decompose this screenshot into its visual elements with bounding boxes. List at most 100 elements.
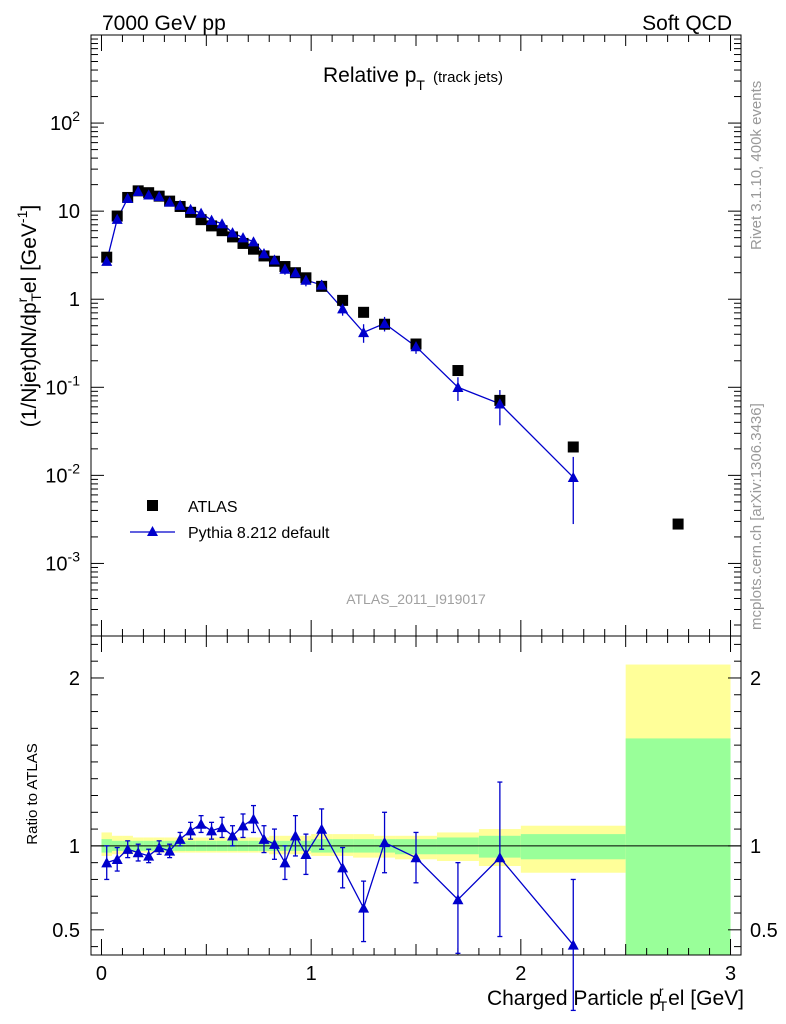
x-axis-label-sup: r [659, 983, 664, 999]
ratio-data-point [358, 902, 370, 913]
pythia-line [106, 190, 574, 478]
analysis-watermark: ATLAS_2011_I919017 [346, 591, 486, 607]
ratio-y-tick-label-left: 2 [69, 668, 80, 690]
pythia-data-point [279, 263, 291, 274]
legend-atlas-marker [147, 500, 158, 511]
pythia-data-point [164, 196, 176, 207]
main-y-tick-label: 10-3 [45, 548, 80, 575]
ratio-data-point [248, 813, 259, 824]
ratio-data-point [164, 845, 176, 856]
atlas-data-point [567, 441, 579, 453]
pythia-data-point [379, 318, 391, 329]
x-tick-label: 0 [96, 963, 107, 985]
pythia-data-point [122, 192, 134, 203]
ratio-data-point [567, 939, 579, 950]
ratio-data-point [101, 857, 113, 868]
atlas-data-point [452, 365, 464, 377]
pythia-data-point [237, 232, 249, 243]
x-axis-label-main: Charged Particle p [487, 987, 661, 1010]
title-main: Relative p [323, 64, 416, 87]
pythia-data-point [174, 199, 186, 210]
atlas-data-point [206, 220, 218, 232]
ratio-y-tick-label-left: 0.5 [52, 920, 80, 942]
ratio-data-point [258, 833, 270, 844]
ratio-data-point [268, 838, 280, 849]
pythia-data-point [268, 254, 280, 265]
atlas-data-point [248, 243, 259, 255]
ratio-band-green [625, 738, 731, 955]
pythia-data-point [185, 203, 197, 214]
ratio-data-point [122, 843, 134, 854]
ratio-y-tick-label-right: 1 [750, 836, 761, 858]
pythia-data-point [494, 398, 506, 409]
main-y-tick-label: 10-2 [45, 460, 80, 487]
main-y-tick-label: 10-1 [45, 372, 80, 399]
x-tick-label: 2 [515, 963, 526, 985]
ratio-data-point [216, 821, 228, 833]
main-y-axis-label: (1/Njet)dN/dprTel [GeV-1] [14, 205, 44, 427]
pythia-data-point [452, 381, 464, 392]
main-y-tick-label: 10 [58, 201, 80, 223]
main-plot-frame [90, 34, 742, 637]
ratio-data-point [185, 825, 197, 836]
ratio-uncertainty-bands [101, 664, 731, 955]
ratio-y-tick-label-left: 1 [69, 836, 80, 858]
pythia-data-point [206, 214, 218, 225]
main-plot-area: 10-3 10-2 10-1 1 10 102 [45, 34, 742, 637]
ratio-data-point [195, 818, 207, 829]
main-y-tick-label: 102 [50, 108, 80, 135]
rivet-info-label: Rivet 3.1.10, 400k events [748, 81, 765, 250]
ratio-data-point [379, 837, 391, 848]
pythia-data-point [300, 274, 312, 285]
ratio-data-point [316, 823, 328, 834]
pythia-data-point [258, 248, 270, 259]
ratio-y-axis-label: Ratio to ATLAS [24, 743, 41, 844]
pythia-data-point [410, 341, 422, 352]
legend-pythia-marker [147, 526, 158, 536]
ratio-data-point [174, 833, 186, 844]
header-right-label: Soft QCD [642, 12, 732, 35]
pythia-data-point [289, 267, 301, 278]
pythia-data-point [143, 189, 155, 200]
pythia-data-point [567, 471, 579, 483]
x-tick-label: 1 [306, 963, 317, 985]
ratio-data-point [279, 857, 291, 868]
atlas-data-point [195, 214, 207, 226]
ratio-data-point [289, 830, 301, 841]
title-note: (track jets) [433, 69, 503, 86]
pythia-data-point [101, 255, 113, 266]
ratio-data-point [300, 848, 312, 859]
legend-pythia-label: Pythia 8.212 default [188, 525, 330, 542]
pythia-data-point [132, 185, 144, 196]
ratio-data-point [153, 842, 165, 853]
pythia-data-point [153, 190, 165, 202]
ratio-plot-series [101, 781, 579, 1012]
ratio-pythia-line [106, 818, 574, 946]
pythia-data-point [316, 279, 328, 290]
legend-atlas-label: ATLAS [188, 499, 238, 516]
header-left-label: 7000 GeV pp [102, 12, 226, 35]
ratio-data-point [410, 852, 422, 863]
main-plot-title: Relative pT (track jets) [323, 64, 503, 93]
ratio-data-point [452, 894, 464, 905]
pythia-data-point [248, 236, 259, 247]
atlas-data-point [237, 237, 249, 249]
x-axis-label-tail: el [GeV] [668, 987, 744, 1010]
ratio-data-point [132, 847, 144, 858]
ratio-data-point [237, 820, 249, 831]
ratio-data-point [143, 850, 155, 861]
ratio-y-tick-label-right: 2 [750, 668, 761, 690]
main-plot-series [101, 185, 684, 530]
pythia-data-point [195, 207, 207, 218]
pythia-data-point [216, 218, 228, 229]
ratio-data-point [206, 825, 218, 836]
atlas-data-point [672, 518, 684, 530]
atlas-data-point [216, 225, 228, 237]
ratio-plot-area: 0 1 2 3 0.5 0.5 1 1 2 2 [52, 635, 778, 985]
ratio-y-tick-label-right: 0.5 [750, 920, 778, 942]
legend: ATLAS Pythia 8.212 default [130, 499, 330, 542]
ratio-data-point [227, 830, 239, 841]
atlas-data-point [358, 306, 370, 318]
pythia-data-point [227, 227, 239, 238]
